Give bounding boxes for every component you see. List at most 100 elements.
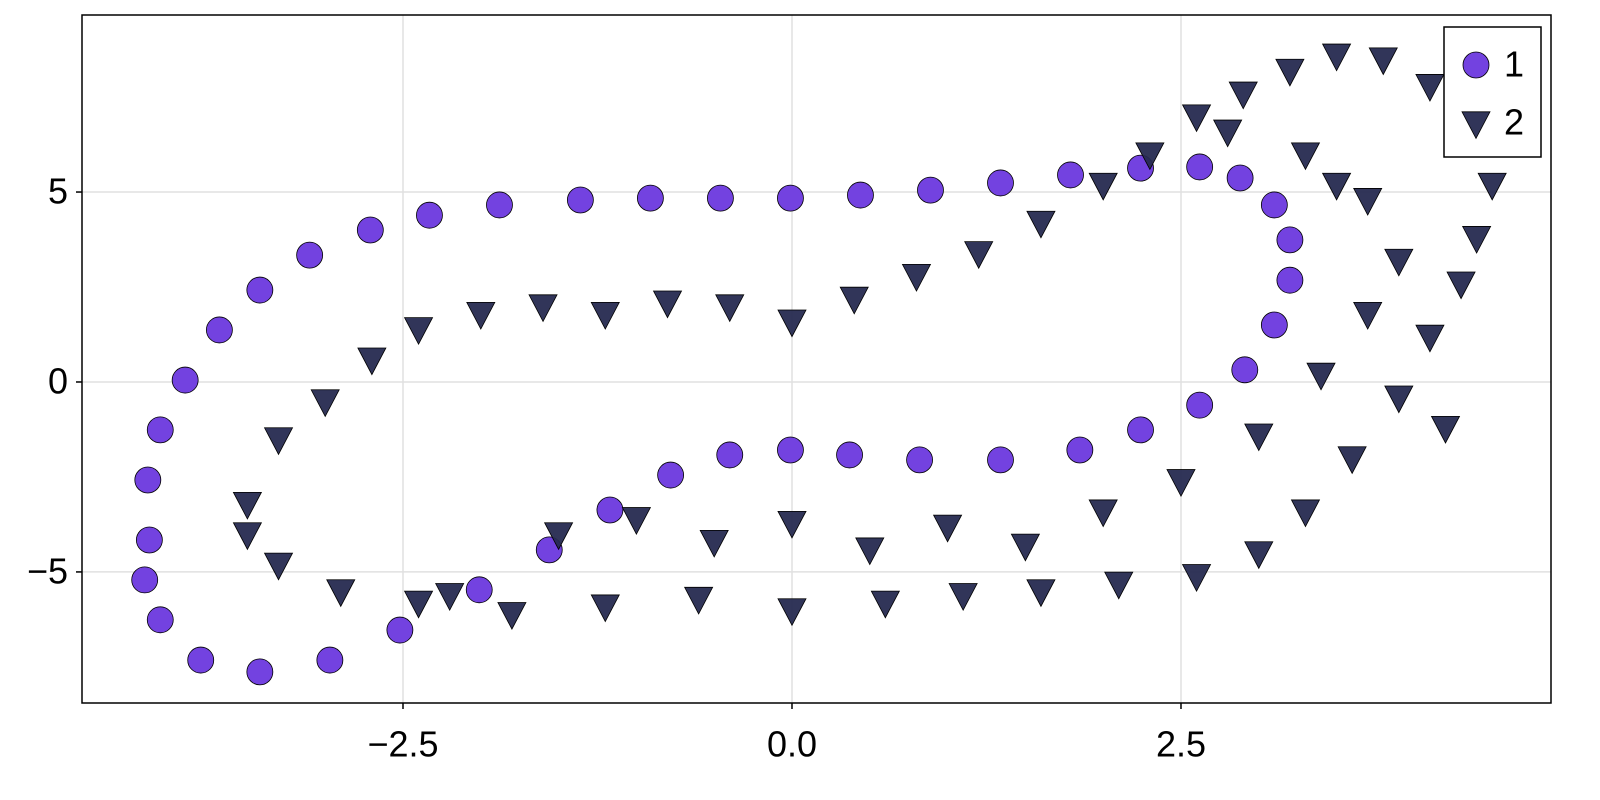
plot-frame	[81, 14, 1552, 704]
x-tick-label: 2.5	[1156, 724, 1206, 765]
point	[715, 294, 745, 323]
point	[326, 579, 356, 608]
point	[777, 436, 804, 464]
point	[1026, 579, 1056, 608]
legend-box	[1443, 26, 1542, 158]
point	[1477, 172, 1507, 201]
x-tick-label: 0.0	[767, 724, 817, 765]
point	[171, 366, 199, 394]
point	[596, 496, 624, 524]
series	[131, 153, 1304, 686]
point	[870, 590, 901, 619]
point	[652, 290, 683, 319]
point	[1415, 74, 1445, 102]
point	[486, 191, 513, 219]
point	[1384, 248, 1414, 277]
point	[1066, 436, 1094, 464]
point	[465, 576, 493, 604]
point	[855, 537, 885, 566]
point	[205, 316, 233, 344]
point	[777, 309, 807, 338]
point	[836, 441, 863, 469]
point	[987, 446, 1014, 474]
point	[1290, 142, 1321, 171]
point	[777, 598, 807, 627]
y-tick-label: 5	[48, 171, 68, 212]
point	[187, 646, 215, 674]
x-tick-label: −2.5	[367, 724, 438, 765]
point	[497, 602, 527, 630]
point	[1353, 302, 1383, 330]
point	[146, 416, 174, 444]
point	[1275, 58, 1305, 87]
point	[1337, 446, 1367, 475]
point	[1186, 391, 1214, 419]
point	[964, 241, 994, 270]
point	[1104, 571, 1134, 600]
point	[932, 514, 963, 543]
point	[435, 583, 465, 611]
point	[1353, 188, 1383, 216]
point	[1276, 266, 1304, 294]
point	[1461, 226, 1492, 254]
point	[1186, 153, 1214, 181]
point	[543, 522, 574, 551]
point	[901, 264, 932, 292]
point	[683, 586, 714, 615]
point	[699, 529, 729, 558]
point	[847, 181, 874, 209]
point	[1260, 191, 1288, 219]
point	[839, 286, 869, 315]
point	[263, 552, 294, 581]
point	[528, 294, 558, 323]
point	[232, 522, 263, 551]
point	[1290, 499, 1321, 528]
point	[1276, 226, 1304, 254]
point	[246, 658, 274, 686]
point	[1231, 356, 1259, 384]
point	[716, 441, 744, 469]
point	[1260, 311, 1288, 339]
point	[1228, 81, 1258, 110]
legend-marker	[1462, 51, 1490, 79]
point	[310, 389, 340, 418]
point	[1181, 104, 1212, 133]
point	[1415, 324, 1445, 353]
point	[657, 461, 685, 489]
point	[1321, 43, 1352, 72]
point	[707, 184, 734, 212]
legend-label: 2	[1504, 102, 1524, 143]
point	[131, 566, 159, 594]
point	[316, 646, 344, 674]
point	[263, 427, 294, 456]
point	[621, 507, 652, 536]
point	[1244, 541, 1274, 570]
point	[1166, 469, 1196, 498]
point	[246, 276, 274, 304]
point	[386, 616, 414, 644]
legend-marker	[1461, 111, 1491, 140]
point	[1088, 172, 1118, 201]
point	[1135, 142, 1165, 171]
point	[403, 590, 434, 619]
y-tick-label: −5	[27, 550, 68, 591]
point	[403, 317, 434, 346]
point	[1026, 210, 1056, 239]
point	[1384, 385, 1414, 414]
point	[135, 526, 163, 554]
point	[146, 606, 174, 634]
point	[1430, 415, 1461, 444]
point	[906, 446, 933, 474]
point	[777, 184, 804, 212]
point	[917, 176, 944, 204]
point	[1088, 499, 1118, 528]
point	[636, 184, 664, 212]
point	[134, 466, 162, 494]
point	[1306, 362, 1336, 391]
point	[590, 594, 620, 623]
point	[1446, 271, 1476, 300]
point	[566, 186, 594, 214]
point	[590, 302, 620, 330]
